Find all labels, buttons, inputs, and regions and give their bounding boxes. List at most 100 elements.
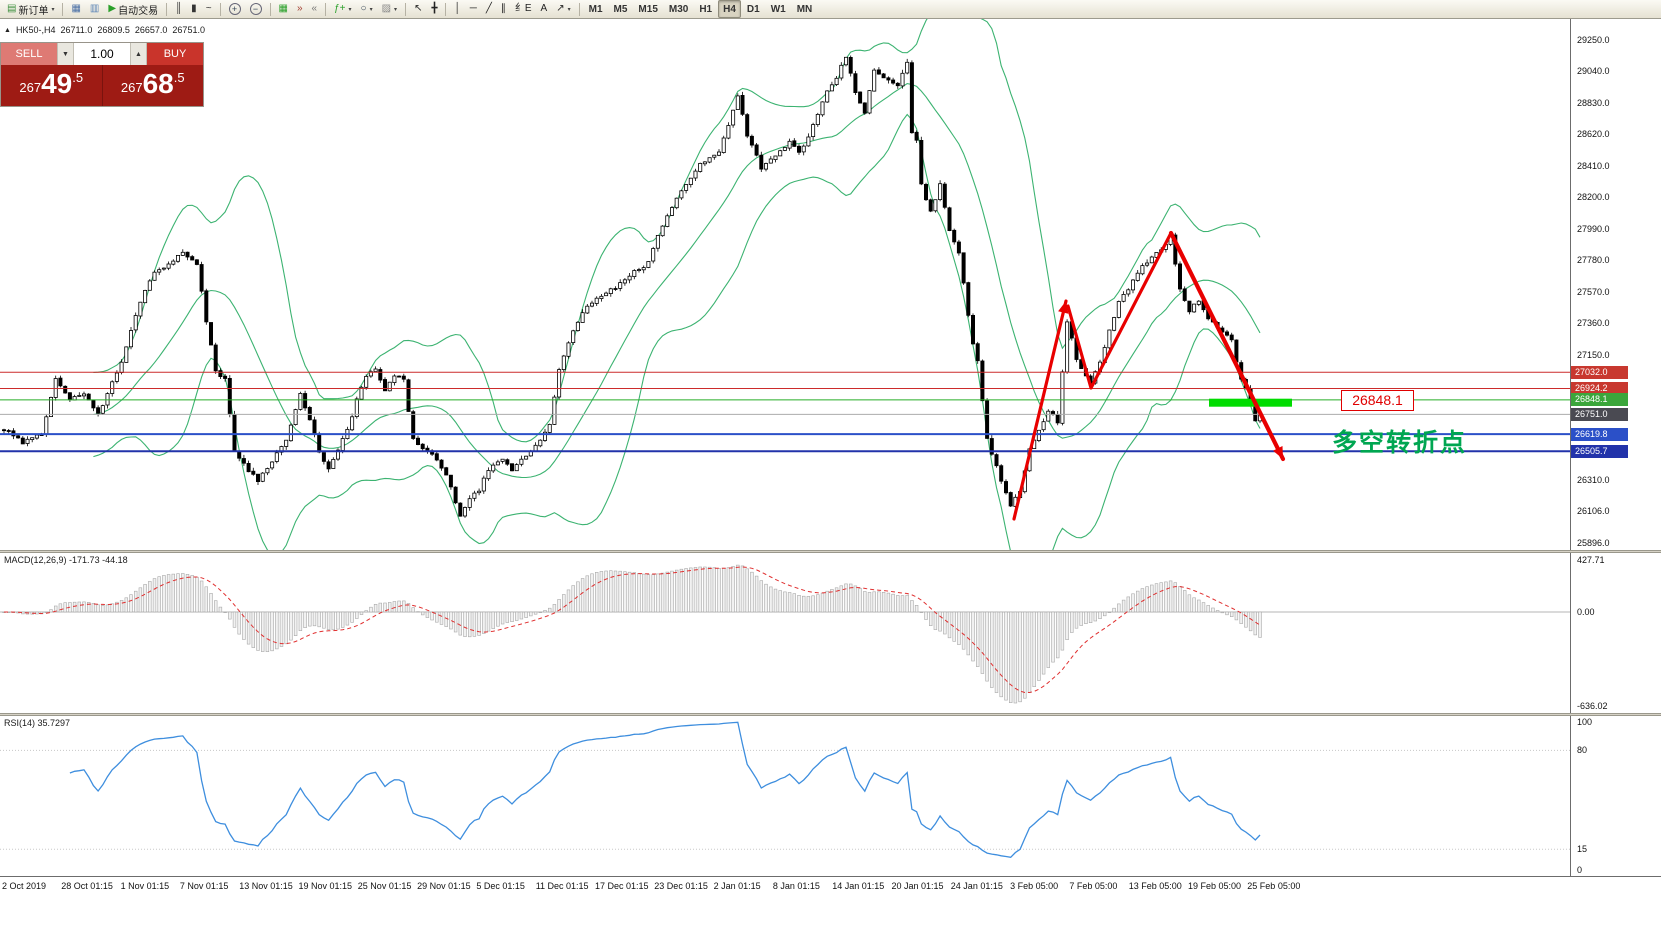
bar-chart-button[interactable]: ║	[171, 0, 186, 18]
rsi-chart[interactable]	[0, 716, 1570, 876]
price-tick-label: 27150.0	[1577, 349, 1610, 360]
timeframe-m5-button[interactable]: M5	[609, 0, 633, 18]
macd-panel[interactable]: MACD(12,26,9) -171.73 -44.18	[0, 553, 1570, 713]
indicators-icon: ƒ+	[334, 3, 346, 14]
time-axis-label: 14 Jan 01:15	[832, 881, 885, 891]
profiles-button[interactable]: ▥	[86, 0, 103, 18]
fibonacci-button[interactable]: 纟E	[511, 0, 536, 18]
arrows-button[interactable]: ↗ ▾	[552, 0, 574, 18]
text-icon: A	[540, 3, 548, 14]
auto-scroll-icon: »	[296, 3, 303, 14]
volume-decrease-button[interactable]: ▼	[57, 43, 74, 65]
text-button[interactable]: A	[537, 0, 552, 18]
timeframe-h4-button[interactable]: H4	[718, 0, 741, 18]
candlestick-chart[interactable]	[0, 19, 1570, 550]
rsi-panel[interactable]: RSI(14) 35.7297	[0, 716, 1570, 876]
price-axis[interactable]: 29250.0 29040.0 28830.0 28620.0 28410.0 28200…	[1570, 19, 1661, 876]
rsi-axis-label: 15	[1577, 844, 1588, 855]
auto-scroll-button[interactable]: »	[293, 0, 307, 18]
templates-button[interactable]: ▨ ▾	[378, 0, 401, 18]
sell-price[interactable]: 267 49 .5	[1, 65, 102, 106]
macd-axis-label: -636.02	[1577, 701, 1608, 711]
volume-input[interactable]	[74, 43, 130, 65]
candlestick-chart-button[interactable]: ▮	[187, 0, 201, 18]
tile-windows-icon: ▦	[278, 3, 288, 14]
panel-divider[interactable]	[0, 550, 1661, 553]
price-chart-panel[interactable]: ▲ HK50-,H4 26711.0 26809.5 26657.0 26751…	[0, 19, 1570, 550]
volume-increase-button[interactable]: ▲	[130, 43, 147, 65]
zoom-out-icon: −	[249, 3, 262, 15]
time-axis[interactable]: 2 Oct 2019 28 Oct 01:15 1 Nov 01:15 7 Nov 0…	[0, 876, 1661, 944]
periods-button[interactable]: ○ ▾	[357, 0, 377, 18]
sell-button[interactable]: SELL	[1, 43, 57, 65]
toolbar-button-label: MN	[796, 3, 813, 15]
crosshair-button[interactable]: ╋	[427, 0, 441, 18]
time-axis-label: 13 Feb 05:00	[1128, 881, 1182, 891]
timeframe-m1-button[interactable]: M1	[584, 0, 608, 18]
line-chart-icon: ~	[205, 3, 212, 14]
timeframe-m30-button[interactable]: M30	[664, 0, 693, 18]
trendline-button[interactable]: ╱	[482, 0, 496, 18]
price-tick-label: 28410.0	[1577, 160, 1610, 171]
price-tick-label: 28830.0	[1577, 97, 1610, 108]
autotrading-icon: ▶	[108, 3, 117, 14]
toolbar-separator	[445, 2, 447, 16]
tile-windows-button[interactable]: ▦	[275, 0, 292, 18]
sell-price-prefix: 267	[19, 80, 42, 95]
time-axis-label: 11 Dec 01:15	[535, 881, 589, 891]
time-axis-label: 7 Nov 01:15	[179, 881, 229, 891]
macd-indicator-label: MACD(12,26,9) -171.73 -44.18	[4, 555, 128, 565]
sell-price-big-digits: 49	[41, 68, 73, 99]
buy-price[interactable]: 267 68 .5	[101, 65, 204, 106]
panel-divider[interactable]	[0, 713, 1661, 716]
periods-icon: ○	[360, 3, 367, 14]
channel-icon: ∥	[500, 3, 506, 14]
macd-axis-label: 0.00	[1577, 607, 1595, 617]
toolbar-button-label: 新订单	[18, 5, 49, 17]
toolbar-separator	[62, 2, 64, 16]
timeframe-m15-button[interactable]: M15	[633, 0, 662, 18]
timeframe-mn-button[interactable]: MN	[792, 0, 818, 18]
charts-button[interactable]: ▦	[67, 0, 84, 18]
autotrading-button[interactable]: ▶ 自动交易	[104, 0, 162, 18]
time-axis-label: 25 Nov 01:15	[357, 881, 412, 891]
macd-chart[interactable]	[0, 553, 1570, 713]
toolbar-separator	[405, 2, 407, 16]
timeframe-w1-button[interactable]: W1	[766, 0, 791, 18]
zoom-out-button[interactable]: −	[246, 0, 266, 18]
turning-point-label: 多空转折点	[1332, 429, 1468, 457]
chart-shift-button[interactable]: «	[308, 0, 322, 18]
time-axis-label: 1 Nov 01:15	[120, 881, 170, 891]
rsi-axis-label: 0	[1577, 865, 1583, 875]
price-tick-label: 27360.0	[1577, 318, 1610, 329]
buy-button[interactable]: BUY	[147, 43, 203, 65]
toolbar-separator	[325, 2, 327, 16]
time-axis-label: 25 Feb 05:00	[1247, 881, 1301, 891]
price-tag: 26619.8	[1571, 427, 1628, 441]
time-axis-label: 28 Oct 01:15	[61, 881, 113, 891]
dropdown-caret-icon: ▾	[51, 6, 55, 13]
price-tag: 27032.0	[1571, 365, 1628, 379]
zoom-in-button[interactable]: +	[225, 0, 245, 18]
timeframe-h1-button[interactable]: H1	[694, 0, 717, 18]
price-tick-label: 26106.0	[1577, 506, 1610, 517]
price-level-callout[interactable]: 26848.1	[1341, 390, 1414, 411]
price-tag: 26848.1	[1571, 393, 1628, 407]
indicators-button[interactable]: ƒ+ ▾	[330, 0, 355, 18]
vertical-line-button[interactable]: │	[450, 0, 464, 18]
time-axis-label: 29 Nov 01:15	[417, 881, 471, 891]
arrows-icon: ↗	[556, 3, 565, 14]
price-tick-label: 28200.0	[1577, 192, 1610, 203]
channel-button[interactable]: ∥	[497, 0, 510, 18]
timeframe-d1-button[interactable]: D1	[742, 0, 765, 18]
ohlc-close: 26751.0	[172, 25, 205, 35]
new-order-button[interactable]: ▤ 新订单 ▾	[3, 0, 58, 18]
sell-price-fraction: .5	[72, 70, 84, 85]
horizontal-line-button[interactable]: ─	[466, 0, 481, 18]
ohlc-low: 26657.0	[134, 25, 168, 35]
cursor-button[interactable]: ↖	[410, 0, 426, 18]
buy-price-prefix: 267	[120, 80, 143, 95]
line-chart-button[interactable]: ~	[202, 0, 216, 18]
trendline-icon: ╱	[485, 3, 492, 14]
